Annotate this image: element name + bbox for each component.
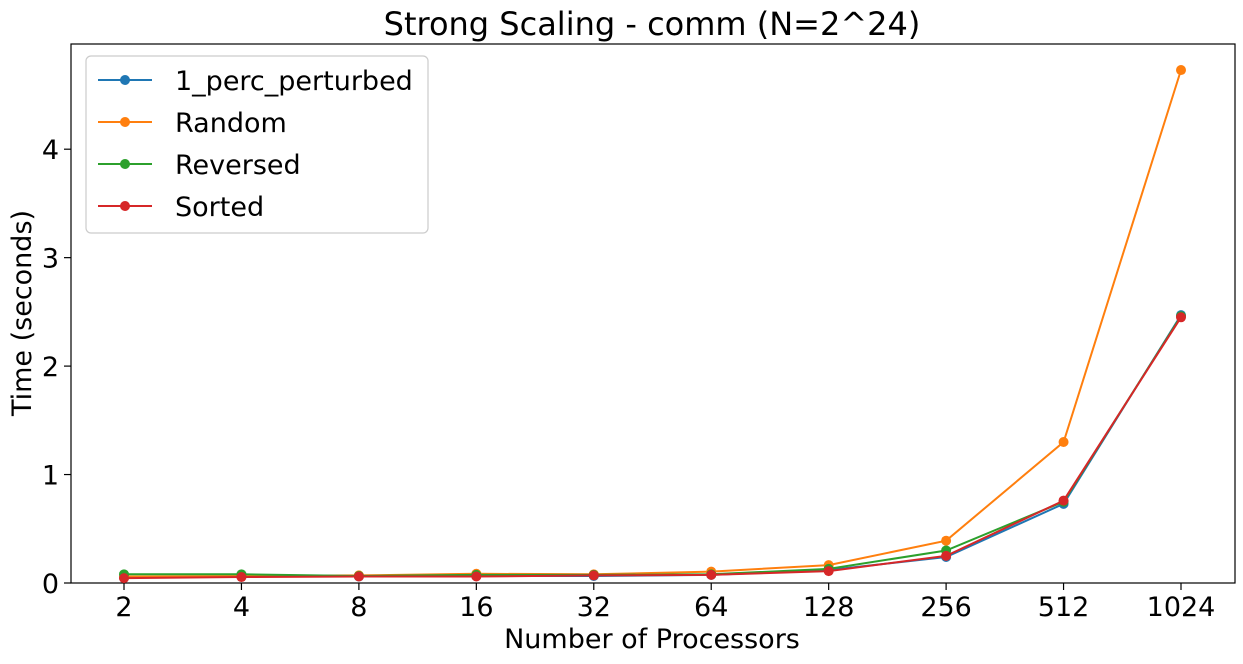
legend: 1_perc_perturbed Random Reversed Sorted	[85, 55, 429, 234]
data-point	[1176, 312, 1186, 323]
x-tick-label: 64	[694, 592, 728, 623]
data-point	[236, 572, 247, 583]
data-point	[1176, 65, 1186, 76]
legend-label: Reversed	[175, 150, 301, 181]
legend-marker	[120, 75, 130, 85]
x-tick-label: 8	[350, 592, 367, 623]
legend-item: Random	[98, 108, 287, 139]
x-tick-label: 16	[459, 592, 493, 623]
legend-item: 1_perc_perturbed	[98, 66, 413, 97]
y-tick-label: 0	[42, 569, 59, 600]
ticks-layer: 2 4 8 16 32 64 128 256 512 1024 0 1 2 3 4	[42, 135, 1216, 623]
x-tick-label: 256	[920, 592, 972, 623]
x-tick-label: 128	[803, 592, 855, 623]
plot-frame	[70, 43, 1236, 584]
series-reversed	[119, 311, 1186, 581]
data-point	[353, 571, 364, 582]
data-point	[471, 571, 482, 582]
series-1-perc-perturbed	[119, 310, 1186, 583]
x-axis-label: Number of Processors	[504, 624, 800, 655]
x-tick-label: 512	[1038, 592, 1090, 623]
y-tick-label: 4	[42, 135, 59, 166]
data-point	[588, 570, 599, 581]
x-tick-label: 32	[577, 592, 611, 623]
series-sorted	[119, 312, 1186, 584]
x-tick-label: 4	[233, 592, 250, 623]
legend-label: 1_perc_perturbed	[175, 66, 413, 97]
legend-box	[85, 55, 429, 234]
y-axis-label: Time (seconds)	[7, 210, 38, 417]
data-point	[1058, 437, 1069, 448]
y-tick-label: 1	[42, 461, 59, 492]
legend-marker	[120, 159, 130, 169]
series-line	[123, 314, 1182, 579]
legend-label: Random	[175, 108, 287, 139]
y-tick-label: 2	[42, 352, 59, 383]
data-point	[941, 535, 952, 546]
data-point	[119, 573, 129, 584]
legend-item: Sorted	[98, 192, 264, 223]
y-tick-label: 3	[42, 244, 59, 275]
chart-title: Strong Scaling - comm (N=2^24)	[384, 5, 921, 43]
data-point	[706, 569, 717, 580]
x-tick-label: 2	[115, 592, 132, 623]
data-point	[823, 566, 834, 577]
legend-marker	[120, 117, 130, 127]
legend-label: Sorted	[175, 192, 264, 223]
series-line	[123, 316, 1182, 580]
data-point	[941, 550, 952, 561]
legend-item: Reversed	[98, 150, 301, 181]
series-line	[124, 315, 1182, 578]
legend-marker	[120, 201, 130, 211]
x-tick-label: 1024	[1147, 592, 1216, 623]
series-layer	[119, 65, 1186, 584]
data-point	[1058, 495, 1069, 506]
